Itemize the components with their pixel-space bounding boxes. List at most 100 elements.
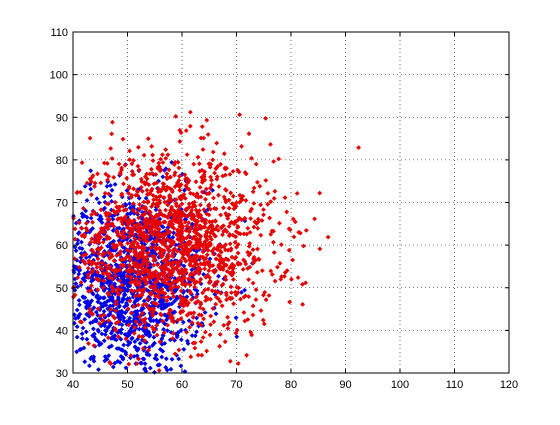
data-point: [179, 281, 185, 287]
data-point: [133, 260, 138, 265]
data-point: [107, 303, 113, 309]
data-point: [301, 243, 306, 249]
data-point: [147, 191, 153, 197]
data-point: [136, 233, 142, 238]
data-point: [104, 236, 110, 242]
data-point: [182, 196, 188, 201]
data-point: [79, 226, 85, 231]
data-point: [131, 218, 137, 224]
data-point: [121, 207, 127, 213]
data-point: [196, 271, 202, 276]
data-point: [173, 259, 179, 265]
data-point: [191, 217, 197, 223]
data-point: [152, 287, 157, 293]
data-point: [170, 336, 176, 341]
data-point: [228, 220, 233, 226]
data-point: [72, 226, 78, 232]
data-point: [192, 253, 198, 258]
data-point: [161, 181, 167, 187]
data-point: [88, 186, 94, 192]
data-point: [126, 186, 132, 191]
data-point: [136, 333, 142, 339]
data-point: [129, 325, 134, 331]
data-point: [142, 338, 148, 344]
data-point: [223, 247, 228, 253]
data-point: [144, 176, 150, 182]
data-point: [101, 250, 106, 256]
data-point: [192, 203, 198, 209]
data-point: [300, 302, 305, 307]
data-point: [154, 180, 160, 186]
data-point: [192, 284, 198, 290]
data-point: [107, 323, 112, 328]
data-point: [98, 301, 104, 306]
data-point: [243, 198, 249, 203]
data-point: [178, 302, 183, 307]
data-point: [148, 229, 153, 235]
data-point: [202, 287, 208, 293]
data-point: [83, 252, 89, 257]
data-point: [142, 274, 148, 280]
data-point: [129, 169, 135, 174]
data-point: [176, 356, 182, 362]
data-point: [128, 310, 134, 316]
data-point: [200, 244, 206, 249]
data-point: [159, 259, 165, 265]
data-point: [132, 252, 138, 258]
data-point: [237, 192, 243, 198]
data-point: [243, 261, 249, 267]
data-point: [152, 340, 157, 346]
data-point: [81, 232, 87, 237]
data-point: [236, 169, 242, 175]
data-point: [123, 255, 129, 261]
data-point: [79, 331, 85, 337]
data-point: [186, 201, 192, 207]
data-point: [105, 335, 111, 341]
data-point: [88, 288, 94, 293]
data-point: [137, 206, 142, 212]
data-point: [145, 234, 151, 240]
data-point: [160, 253, 165, 258]
data-point: [141, 212, 146, 218]
data-point: [156, 186, 161, 191]
data-point: [100, 239, 106, 245]
data-point: [282, 270, 288, 275]
data-point: [258, 202, 263, 208]
data-point: [138, 276, 144, 281]
y-tick-label: 60: [56, 240, 68, 252]
data-point: [172, 309, 177, 315]
data-point: [84, 220, 89, 226]
data-point: [325, 234, 331, 240]
data-point: [153, 207, 159, 213]
data-point: [250, 189, 256, 195]
data-point: [95, 256, 101, 262]
data-point: [192, 345, 198, 351]
data-point: [176, 165, 182, 171]
data-point: [158, 265, 163, 270]
data-point: [126, 322, 132, 328]
data-point: [218, 249, 224, 255]
data-point: [137, 252, 143, 257]
data-point: [107, 311, 113, 317]
data-point: [187, 204, 192, 210]
data-point: [88, 168, 94, 174]
data-point: [231, 301, 236, 307]
data-point: [76, 271, 82, 277]
data-point: [95, 261, 101, 266]
data-point: [89, 212, 94, 217]
data-point: [220, 281, 226, 287]
data-point: [168, 222, 174, 227]
data-point: [161, 220, 167, 225]
data-point: [199, 215, 205, 221]
data-point: [156, 178, 161, 184]
data-point: [72, 244, 78, 250]
data-point: [198, 202, 203, 208]
data-point: [215, 164, 221, 169]
data-point: [198, 276, 204, 282]
data-point: [102, 199, 108, 205]
data-point: [191, 264, 196, 270]
data-point: [91, 305, 97, 311]
data-point: [115, 314, 121, 320]
data-point: [135, 243, 141, 249]
data-point: [188, 354, 194, 360]
